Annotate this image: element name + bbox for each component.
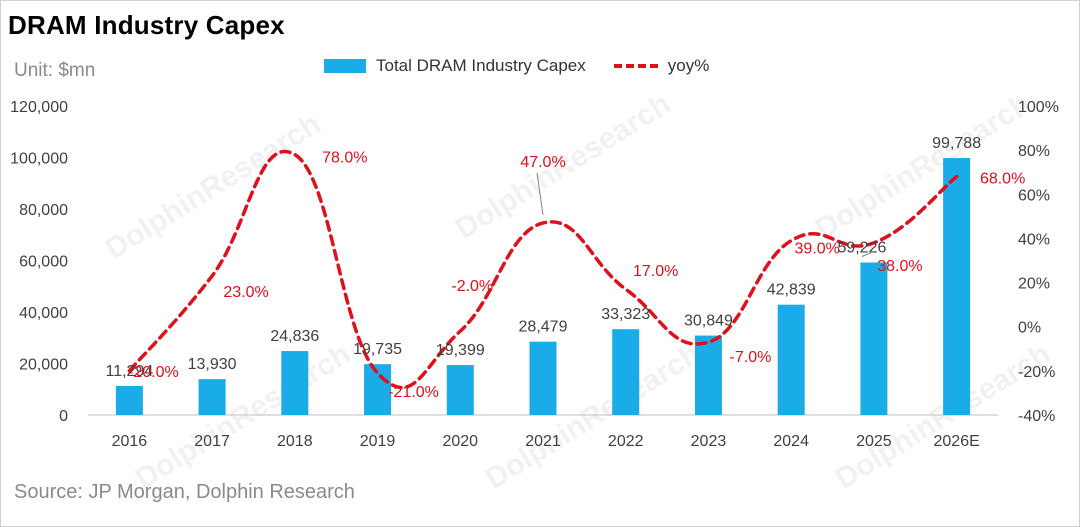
- x-tick-label: 2025: [856, 433, 892, 450]
- yoy-data-label: 38.0%: [877, 258, 922, 275]
- y-right-tick-label: 20%: [1018, 276, 1050, 293]
- bar: [860, 262, 888, 415]
- source-note: Source: JP Morgan, Dolphin Research: [14, 481, 355, 503]
- bar: [943, 158, 971, 415]
- y-left-tick-label: 100,000: [10, 151, 68, 168]
- y-right-tick-label: 0%: [1018, 320, 1041, 337]
- x-tick-label: 2021: [525, 433, 561, 450]
- yoy-data-label: 39.0%: [794, 241, 839, 258]
- legend-line-swatch: [613, 64, 658, 68]
- bar: [446, 365, 474, 415]
- bar: [198, 379, 226, 415]
- bar: [115, 385, 143, 415]
- legend-label: Total DRAM Industry Capex: [376, 56, 586, 75]
- yoy-data-label: -20.0%: [128, 364, 179, 381]
- bar-data-label: 28,479: [519, 319, 568, 336]
- yoy-data-label: 17.0%: [633, 263, 678, 280]
- yoy-data-label: 78.0%: [322, 150, 367, 167]
- bar-data-label: 11,294: [105, 363, 153, 380]
- legend-bar-swatch: [324, 59, 366, 73]
- legend-item-line: yoy%: [613, 56, 710, 76]
- bar: [281, 351, 309, 415]
- bar-data-label: 42,839: [767, 282, 816, 299]
- x-tick-label: 2023: [691, 433, 727, 450]
- y-left-tick-label: 80,000: [19, 202, 68, 219]
- bar-data-label: 19,399: [436, 342, 485, 359]
- bar: [694, 335, 722, 415]
- y-right-tick-label: 60%: [1018, 187, 1050, 204]
- unit-label: Unit: $mn: [14, 60, 96, 81]
- legend-label: yoy%: [667, 56, 710, 75]
- y-right-tick-label: -40%: [1018, 408, 1055, 425]
- bar: [612, 329, 640, 415]
- bar: [777, 304, 805, 415]
- x-tick-label: 2016: [112, 433, 148, 450]
- y-left-tick-label: 20,000: [19, 357, 68, 374]
- legend: Total DRAM Industry Capex yoy%: [324, 56, 737, 76]
- yoy-data-label: -21.0%: [388, 384, 439, 401]
- y-left-tick-label: 60,000: [19, 254, 68, 271]
- chart-title: DRAM Industry Capex: [8, 10, 285, 40]
- legend-item-bars: Total DRAM Industry Capex: [324, 56, 586, 76]
- x-tick-label: 2017: [194, 433, 230, 450]
- yoy-data-label: 23.0%: [223, 284, 268, 301]
- bar: [529, 341, 557, 415]
- y-left-tick-label: 0: [59, 408, 68, 425]
- y-left-tick-label: 120,000: [10, 99, 68, 116]
- x-tick-label: 2020: [442, 433, 478, 450]
- x-tick-label: 2024: [773, 433, 809, 450]
- x-tick-label: 2018: [277, 433, 313, 450]
- y-right-tick-label: 40%: [1018, 231, 1050, 248]
- x-tick-label: 2026E: [934, 433, 980, 450]
- bar-data-label: 13,930: [188, 356, 237, 373]
- y-right-tick-label: -20%: [1018, 364, 1055, 381]
- leader-line: [536, 172, 544, 216]
- bar-data-label: 33,323: [601, 306, 650, 323]
- x-tick-label: 2019: [360, 433, 396, 450]
- y-right-tick-label: 80%: [1018, 143, 1050, 160]
- yoy-line: [127, 150, 959, 390]
- bar-data-label: 30,849: [684, 313, 733, 330]
- yoy-data-label: -2.0%: [451, 278, 493, 295]
- bar-data-label: 24,836: [270, 328, 319, 345]
- bar-data-label: 59,226: [837, 239, 886, 256]
- bar-data-label: 19,735: [353, 341, 402, 358]
- y-right-tick-label: 100%: [1018, 99, 1059, 116]
- bar-data-label: 99,788: [932, 135, 981, 152]
- yoy-data-label: 47.0%: [520, 154, 565, 171]
- yoy-data-label: -7.0%: [730, 349, 772, 366]
- x-tick-label: 2022: [608, 433, 644, 450]
- leader-line: [861, 252, 872, 257]
- y-left-tick-label: 40,000: [19, 305, 68, 322]
- yoy-data-label: 68.0%: [980, 171, 1025, 188]
